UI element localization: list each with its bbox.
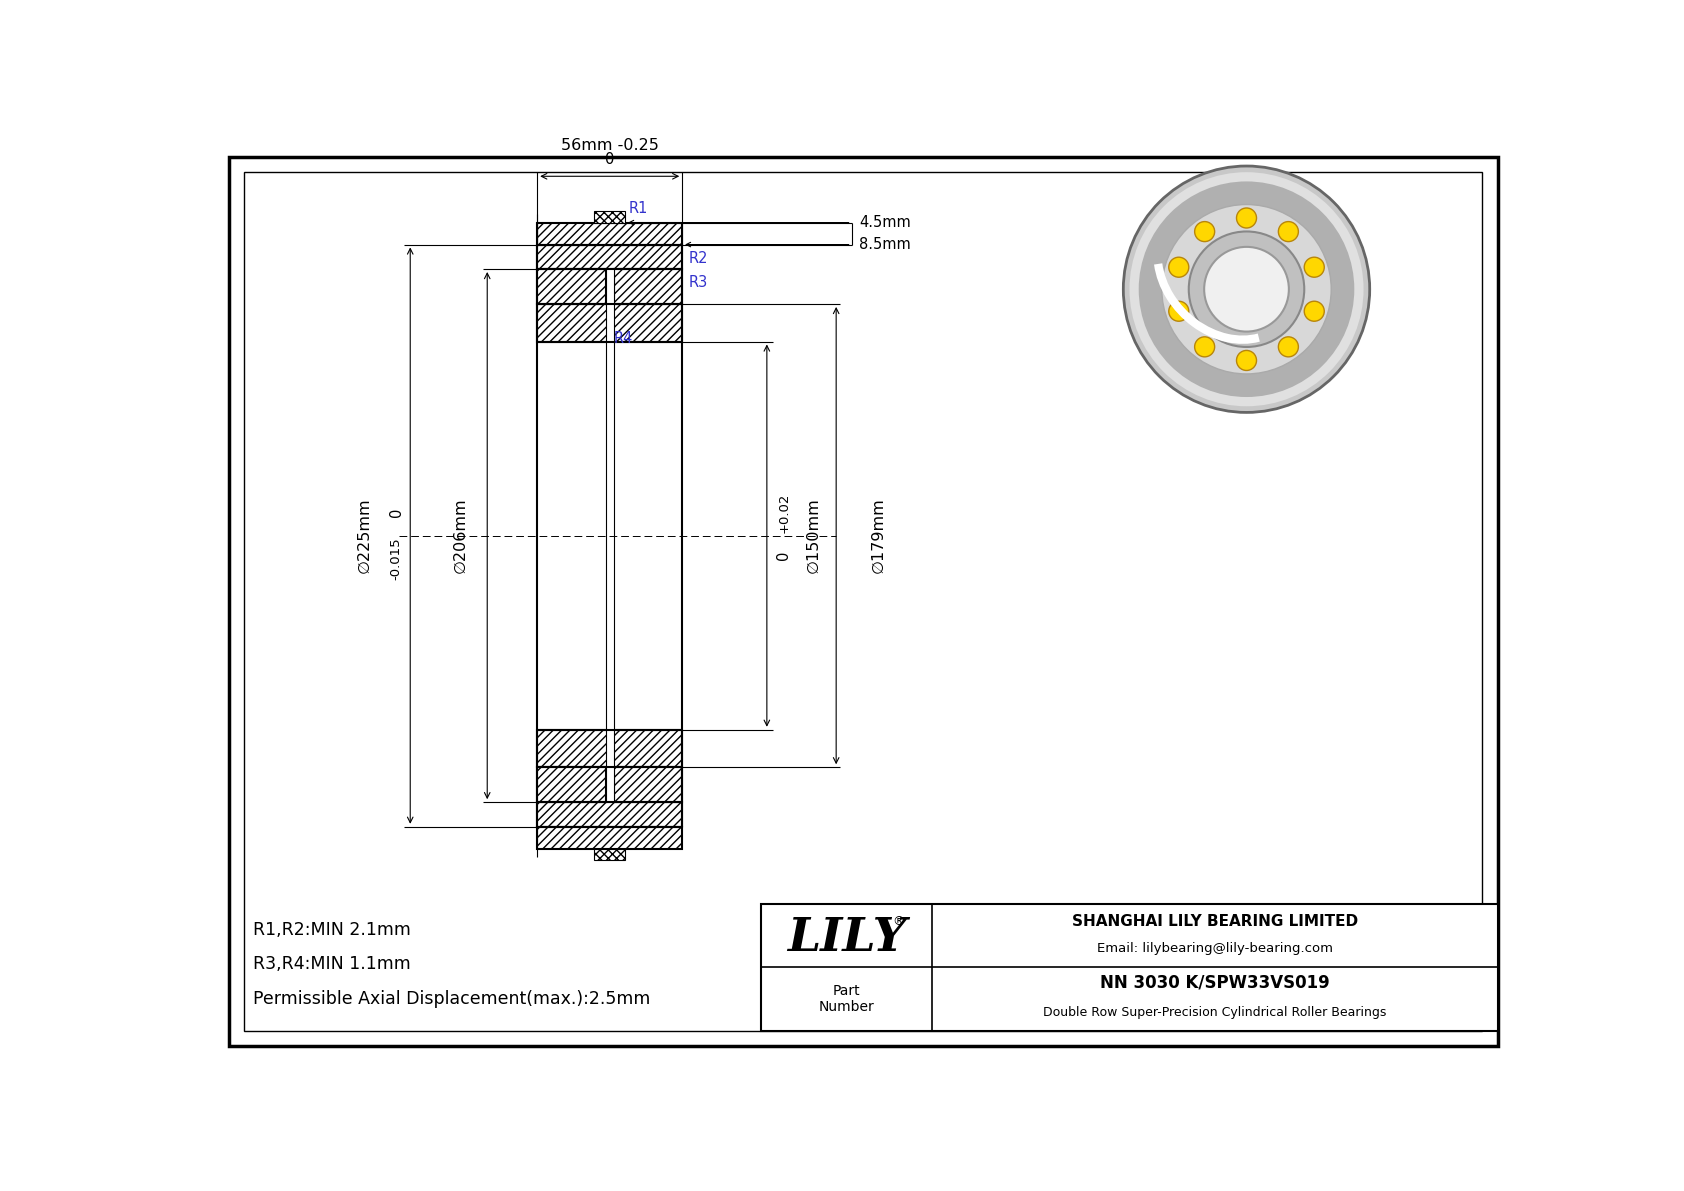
Text: R2: R2	[689, 251, 707, 266]
Text: 0: 0	[389, 507, 404, 517]
Polygon shape	[537, 730, 682, 767]
Text: R3: R3	[689, 275, 707, 291]
Polygon shape	[613, 767, 682, 802]
Circle shape	[1162, 205, 1332, 374]
Circle shape	[1130, 173, 1364, 406]
Text: 56mm -0.25: 56mm -0.25	[561, 138, 658, 152]
Circle shape	[1278, 222, 1298, 242]
Text: 4.5mm: 4.5mm	[859, 216, 911, 230]
Polygon shape	[537, 304, 682, 342]
Circle shape	[1278, 337, 1298, 357]
Circle shape	[1303, 301, 1324, 322]
Polygon shape	[613, 269, 682, 304]
Polygon shape	[537, 767, 606, 802]
Bar	[761, 904, 1497, 1030]
Text: NN 3030 K/SPW33VS019: NN 3030 K/SPW33VS019	[1100, 974, 1330, 992]
Circle shape	[1138, 181, 1354, 397]
Polygon shape	[594, 211, 625, 223]
Text: 0: 0	[776, 550, 791, 560]
Bar	[606, 269, 613, 802]
Text: -0.015: -0.015	[391, 537, 402, 580]
Polygon shape	[537, 223, 682, 244]
Circle shape	[1169, 257, 1189, 278]
Text: ®: ®	[893, 915, 904, 928]
Text: R4: R4	[613, 331, 633, 347]
Polygon shape	[537, 827, 682, 849]
Text: Double Row Super-Precision Cylindrical Roller Bearings: Double Row Super-Precision Cylindrical R…	[1044, 1006, 1386, 1019]
Circle shape	[1123, 166, 1369, 412]
Circle shape	[1189, 231, 1305, 347]
Circle shape	[1194, 337, 1214, 357]
Polygon shape	[537, 244, 682, 269]
Polygon shape	[537, 269, 606, 304]
Polygon shape	[537, 802, 682, 827]
Circle shape	[1236, 208, 1256, 227]
Text: Permissible Axial Displacement(max.):2.5mm: Permissible Axial Displacement(max.):2.5…	[253, 990, 650, 1008]
Text: Part
Number: Part Number	[818, 984, 874, 1014]
Polygon shape	[594, 849, 625, 860]
Text: ∅225mm: ∅225mm	[357, 498, 372, 573]
Circle shape	[1169, 301, 1189, 322]
Circle shape	[1236, 350, 1256, 370]
Text: ∅179mm: ∅179mm	[871, 498, 886, 574]
Circle shape	[1194, 222, 1214, 242]
Text: R1: R1	[630, 201, 648, 217]
Text: ∅206mm: ∅206mm	[453, 498, 468, 573]
Text: LILY: LILY	[786, 915, 906, 961]
Text: 8.5mm: 8.5mm	[859, 237, 911, 252]
Text: +0.02: +0.02	[778, 492, 790, 532]
Text: SHANGHAI LILY BEARING LIMITED: SHANGHAI LILY BEARING LIMITED	[1073, 913, 1357, 929]
Text: R1,R2:MIN 2.1mm: R1,R2:MIN 2.1mm	[253, 921, 411, 939]
Text: Email: lilybearing@lily-bearing.com: Email: lilybearing@lily-bearing.com	[1096, 942, 1334, 955]
Circle shape	[1204, 247, 1288, 331]
Circle shape	[1303, 257, 1324, 278]
Text: 0: 0	[605, 151, 615, 167]
Text: R3,R4:MIN 1.1mm: R3,R4:MIN 1.1mm	[253, 955, 411, 973]
Text: ∅150mm: ∅150mm	[805, 498, 820, 574]
